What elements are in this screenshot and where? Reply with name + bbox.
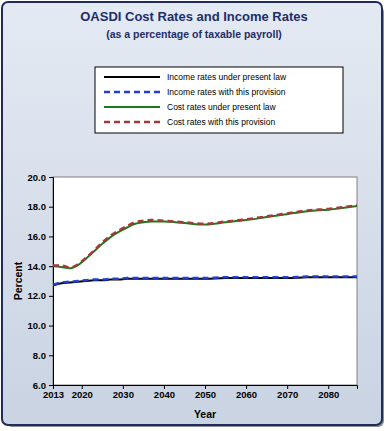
tick-label: 18.0 [28,201,47,212]
tick: 2060 [236,385,257,400]
legend-label: Income rates under present law [167,72,287,82]
legend-label: Income rates with this provision [167,87,286,97]
tick-mark [49,326,53,327]
series-group [53,205,357,285]
tick-label: 12.0 [28,290,47,301]
legend-box [95,67,343,133]
tick-mark [49,207,53,208]
y-axis: 6.08.010.012.014.016.018.020.0 [28,172,54,391]
title: OASDI Cost Rates and Income Rates [80,9,308,24]
tick-label: 2020 [72,389,93,400]
tick: 2013 [43,385,64,400]
tick: 20.0 [28,172,54,183]
tick: 8.0 [33,350,53,361]
tick-label: 14.0 [28,261,47,272]
tick: 16.0 [28,231,54,242]
tick-mark [49,177,53,178]
x-axis: 2013 2020 2030 2040 2050 2060 2070 2080 [43,385,358,400]
series-line [53,205,357,267]
chart: OASDI Cost Rates and Income Rates (as a p… [0,0,388,431]
tick: 2050 [195,385,216,400]
card [2,2,382,425]
y-axis-title: Percent [12,261,24,300]
tick-mark [49,296,53,297]
tick-mark [49,355,53,356]
tick: 12.0 [28,290,54,301]
axis-line [49,178,54,386]
legend: Income rates under present law Income rat… [95,67,343,133]
legend-swatch [104,91,160,94]
tick-label: 16.0 [28,231,47,242]
tick: 2020 [72,385,93,400]
tick-label: 2070 [277,389,298,400]
tick-label: 8.0 [33,350,46,361]
series-line [53,277,357,285]
legend-swatch [104,106,160,108]
tick-mark [49,266,53,267]
tick: 2070 [277,385,298,400]
subtitle: (as a percentage of taxable payroll) [106,28,282,40]
tick-label: 2013 [43,389,64,400]
tick-label: 2050 [195,389,216,400]
tick-label: 2040 [154,389,175,400]
tick-label: 2030 [113,389,134,400]
tick-label: 20.0 [28,172,47,183]
series-line [53,206,357,268]
tick: 10.0 [28,320,54,331]
tick-label: 2060 [236,389,257,400]
legend-label: Cost rates under present law [167,102,277,112]
tick: 2030 [113,385,134,400]
x-axis-title: Year [194,408,216,420]
legend-swatch [104,76,160,78]
tick-label: 2080 [318,389,339,400]
tick: 18.0 [28,201,54,212]
legend-swatch [104,121,160,124]
series-line [53,277,357,285]
tick: 2040 [154,385,175,400]
plot-area [53,177,357,385]
tick-label: 10.0 [28,320,47,331]
tick-mark [49,385,53,386]
legend-label: Cost rates with this provision [167,117,275,127]
tick: 14.0 [28,261,54,272]
tick-mark [49,236,53,237]
tick: 2080 [318,385,339,400]
